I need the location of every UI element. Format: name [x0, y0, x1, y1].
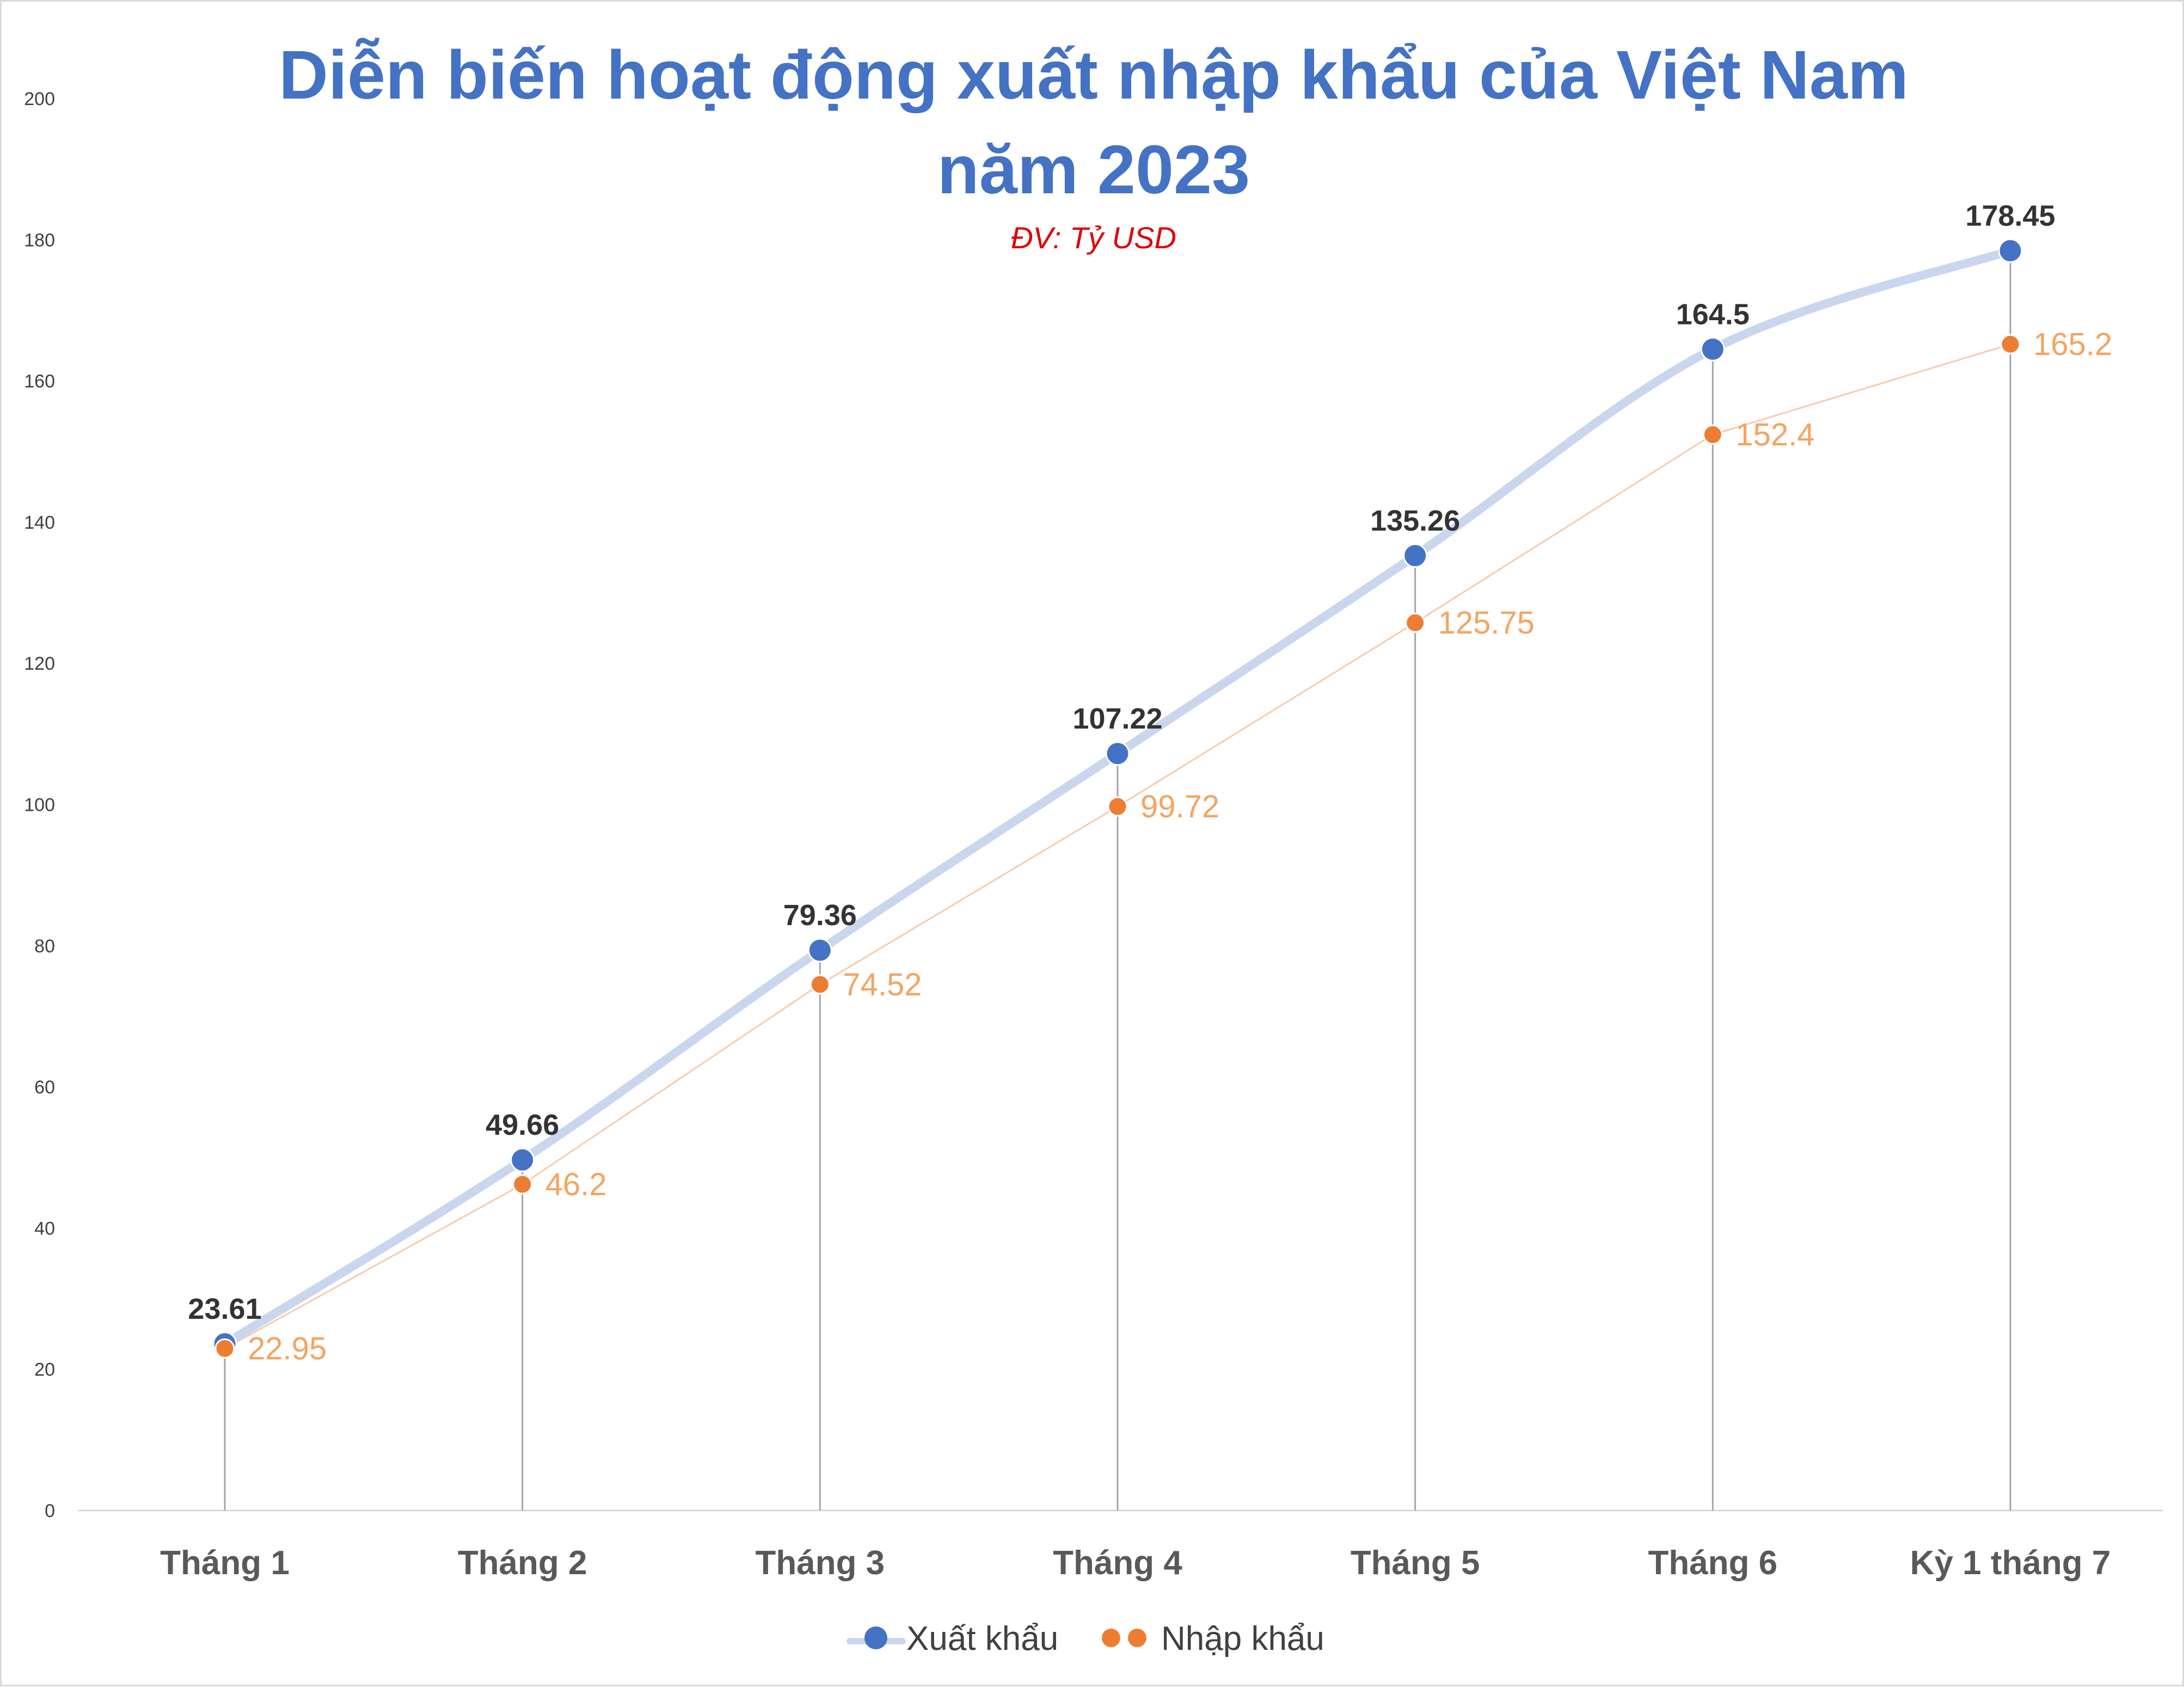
- chart-subtitle: ĐV: Tỷ USD: [1011, 221, 1176, 255]
- export-point: [807, 938, 832, 963]
- import-data-label: 165.2: [2033, 327, 2112, 362]
- y-tick-label: 140: [24, 512, 55, 533]
- legend-import-label: Nhập khẩu: [1161, 1620, 1324, 1658]
- legend-import-marker-1: [1102, 1629, 1120, 1647]
- series: [212, 238, 2023, 1359]
- y-tick-label: 80: [34, 936, 55, 957]
- export-point: [1700, 337, 1725, 362]
- y-tick-label: 60: [34, 1077, 55, 1098]
- export-data-label: 49.66: [486, 1109, 559, 1141]
- legend-export-marker: [864, 1626, 887, 1649]
- import-data-label: 99.72: [1140, 789, 1219, 824]
- chart-title-line-1: Diễn biến hoạt động xuất nhập khẩu của V…: [279, 36, 1909, 113]
- x-tick-label: Tháng 6: [1648, 1544, 1777, 1582]
- import-point: [809, 974, 830, 995]
- y-tick-label: 200: [24, 89, 55, 109]
- x-tick-label: Kỳ 1 tháng 7: [1910, 1544, 2111, 1582]
- import-point: [512, 1174, 533, 1195]
- legend: Xuất khẩu Nhập khẩu: [846, 1620, 1324, 1658]
- export-data-label: 164.5: [1676, 298, 1750, 331]
- x-tick-label: Tháng 2: [458, 1544, 587, 1582]
- drop-lines: [224, 250, 2011, 1510]
- import-point: [214, 1338, 235, 1359]
- chart-title-line-2: năm 2023: [937, 131, 1250, 208]
- import-data-label: 46.2: [545, 1167, 607, 1202]
- export-point: [1403, 543, 1428, 568]
- y-tick-label: 40: [34, 1218, 55, 1239]
- y-tick-label: 180: [24, 230, 55, 250]
- export-point: [1998, 238, 2023, 263]
- export-point: [1105, 741, 1130, 766]
- y-tick-label: 100: [24, 795, 55, 816]
- import-point: [1405, 613, 1426, 633]
- x-tick-label: Tháng 5: [1351, 1544, 1480, 1582]
- import-data-label: 152.4: [1735, 417, 1814, 452]
- x-tick-label: Tháng 3: [755, 1544, 885, 1582]
- export-data-label: 79.36: [783, 899, 857, 932]
- y-tick-label: 120: [24, 653, 55, 674]
- import-point: [1702, 424, 1723, 445]
- data-labels: 23.61 49.66 79.36 107.22 135.26 164.5 178.45 22…: [188, 199, 2112, 1366]
- export-data-label: 178.45: [1965, 199, 2055, 232]
- y-tick-label: 0: [45, 1501, 55, 1521]
- x-tick-label: Tháng 4: [1053, 1544, 1182, 1582]
- y-tick-label: 160: [24, 371, 55, 392]
- y-tick-label: 20: [34, 1360, 55, 1380]
- axes: 0 20 40 60 80 100 120 140 160 180 200 Tháng 1 Tháng …: [24, 89, 2163, 1582]
- chart-title: Diễn biến hoạt động xuất nhập khẩu của V…: [279, 36, 1909, 208]
- export-data-label: 107.22: [1072, 702, 1162, 735]
- import-data-label: 22.95: [248, 1331, 327, 1366]
- x-tick-label: Tháng 1: [160, 1544, 290, 1582]
- legend-export-label: Xuất khẩu: [906, 1620, 1058, 1658]
- import-point: [2000, 334, 2021, 354]
- export-point: [510, 1147, 535, 1172]
- import-point: [1107, 796, 1128, 817]
- legend-import-marker-2: [1128, 1629, 1146, 1647]
- import-data-label: 125.75: [1438, 606, 1535, 641]
- export-data-label: 23.61: [188, 1293, 261, 1325]
- import-data-label: 74.52: [843, 967, 922, 1002]
- export-data-label: 135.26: [1370, 504, 1460, 537]
